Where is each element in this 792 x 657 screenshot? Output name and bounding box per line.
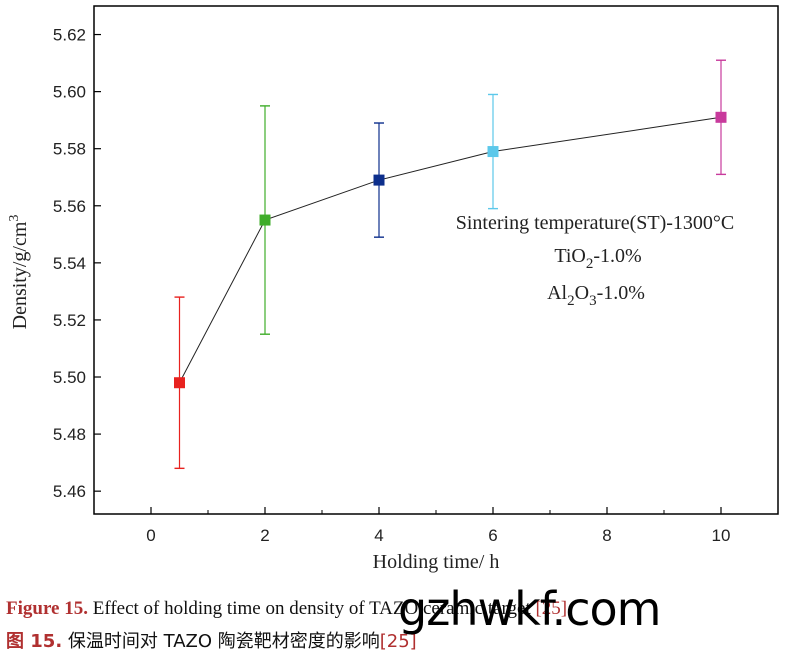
data-point-group — [487, 93, 499, 210]
data-point-group — [373, 122, 385, 238]
data-point-group — [259, 105, 271, 335]
data-point-marker — [487, 146, 499, 158]
y-tick-label: 5.46 — [53, 482, 86, 501]
y-tick-label: 5.56 — [53, 197, 86, 216]
data-point-marker — [259, 214, 271, 226]
x-tick-label: 2 — [260, 526, 269, 545]
watermark: gzhwkf.com — [398, 582, 661, 636]
caption-english-label: Figure 15. — [6, 598, 88, 619]
annotation-tio2: TiO2-1.0% — [554, 245, 641, 272]
x-tick-label: 4 — [374, 526, 383, 545]
y-tick-label: 5.50 — [53, 368, 86, 387]
y-tick-label: 5.58 — [53, 140, 86, 159]
plot-frame — [93, 5, 779, 515]
y-tick-label: 5.62 — [53, 26, 86, 45]
annotation-al2o3: Al2O3-1.0% — [547, 282, 645, 309]
data-point-group — [174, 296, 185, 470]
y-tick-label: 5.52 — [53, 311, 86, 330]
annotation-sintering: Sintering temperature(ST)-1300°C — [456, 212, 735, 234]
data-point-group — [715, 59, 727, 176]
y-axis-ticks: 5.46 5.48 5.50 5.52 5.54 5.56 5.58 5.60 5.62 — [53, 26, 101, 501]
caption-english-text: Effect of holding time on density of TAZ… — [87, 598, 536, 619]
x-tick-label: 6 — [488, 526, 497, 545]
caption-english-reference[interactable]: [25] — [535, 598, 568, 619]
density-chart: 5.46 5.48 5.50 5.52 5.54 5.56 5.58 5.60 5.62 0 2 4… — [7, 5, 779, 573]
data-point-marker — [373, 174, 385, 186]
caption-chinese-text: 保温时间对 TAZO 陶瓷靶材密度的影响 — [62, 631, 380, 652]
caption-english: Figure 15. Effect of holding time on den… — [6, 598, 567, 620]
y-axis-label: Density/g/cm3 — [7, 215, 31, 330]
x-axis-label: Holding time/ h — [373, 551, 500, 573]
data-points — [174, 59, 727, 470]
x-axis-ticks: 0 2 4 6 8 10 — [146, 507, 730, 545]
data-point-marker — [715, 111, 727, 123]
y-tick-label: 5.48 — [53, 425, 86, 444]
y-tick-label: 5.60 — [53, 83, 86, 102]
data-point-marker — [174, 377, 185, 389]
x-tick-label: 0 — [146, 526, 155, 545]
y-tick-label: 5.54 — [53, 254, 86, 273]
x-tick-label: 8 — [602, 526, 611, 545]
caption-chinese-label: 图 15. — [6, 631, 63, 652]
x-tick-label: 10 — [712, 526, 731, 545]
caption-chinese: 图 15. 保温时间对 TAZO 陶瓷靶材密度的影响[25] — [6, 627, 417, 653]
caption-chinese-reference[interactable]: [25] — [379, 631, 417, 652]
